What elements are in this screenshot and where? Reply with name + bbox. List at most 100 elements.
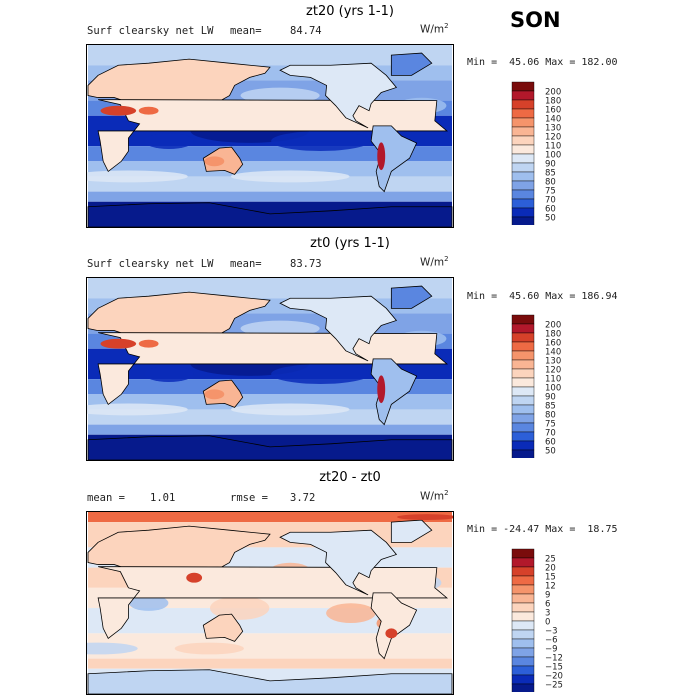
colorbar-swatch (511, 566, 535, 577)
colorbar-swatch (511, 81, 535, 92)
colorbar-tick-label: 160 (545, 339, 561, 349)
colorbar-tick-label: −12 (545, 654, 563, 664)
colorbar-tick-label: 120 (545, 366, 561, 376)
colorbar-tick-label: 6 (545, 600, 550, 610)
colorbar-swatch (511, 332, 535, 343)
colorbar-tick-label: 3 (545, 609, 550, 619)
colorbar-tick-label: 140 (545, 115, 561, 125)
colorbar-swatch (511, 647, 535, 658)
colorbar-swatch (511, 440, 535, 451)
panel-3-title-row: zt20 - zt0 (0, 470, 700, 485)
colorbar-swatch (511, 350, 535, 361)
colorbar-tick-label: 90 (545, 393, 556, 403)
colorbar-swatch (511, 153, 535, 164)
colorbar-swatch (511, 620, 535, 631)
panel-1-mean-label: mean= (230, 25, 262, 37)
colorbar-tick-label: 110 (545, 142, 561, 152)
colorbar-tick-label: 140 (545, 348, 561, 358)
colorbar-tick-label: −25 (545, 681, 563, 691)
colorbar-tick-label: 180 (545, 97, 561, 107)
colorbar-swatch (511, 368, 535, 379)
colorbar-swatch (511, 108, 535, 119)
colorbar-swatch (511, 386, 535, 397)
colorbar-tick-label: 50 (545, 447, 556, 457)
colorbar-swatch (511, 638, 535, 649)
panel-2-minmax: Min = 45.60 Max = 186.94 (467, 291, 618, 302)
colorbar-swatch (511, 413, 535, 424)
panel-2-title-row: zt0 (yrs 1-1) (0, 236, 700, 251)
colorbar-swatch (511, 207, 535, 218)
colorbar-tick-label: 200 (545, 321, 561, 331)
panel-1-title-row: zt20 (yrs 1-1) (0, 4, 700, 19)
colorbar-tick-label: 100 (545, 151, 561, 161)
panel-2-units: W/m2 (420, 255, 449, 269)
panel-2-mean-label: mean= (230, 258, 262, 270)
colorbar-tick-label: 60 (545, 438, 556, 448)
colorbar-swatch (511, 548, 535, 559)
colorbar-tick-label: 15 (545, 573, 556, 583)
panel-3-mean-value: 1.01 (150, 492, 176, 504)
colorbar-tick-label: 70 (545, 196, 556, 206)
colorbar-tick-label: 130 (545, 357, 561, 367)
colorbar-tick-label: 200 (545, 88, 561, 98)
colorbar-swatch (511, 593, 535, 604)
panel-1-variable-label: Surf clearsky net LW (87, 25, 214, 37)
panel-2-variable-label: Surf clearsky net LW (87, 258, 214, 270)
colorbar-tick-label: 130 (545, 124, 561, 134)
panel-3-title: zt20 - zt0 (319, 470, 381, 485)
colorbar-swatch (511, 314, 535, 325)
colorbar-swatch (511, 557, 535, 568)
colorbar-tick-label: 70 (545, 429, 556, 439)
colorbar-tick-label: 50 (545, 214, 556, 224)
colorbar-swatch (511, 404, 535, 415)
colorbar-swatch (511, 683, 535, 692)
colorbar-tick-label: 20 (545, 564, 556, 574)
colorbar-swatch (511, 584, 535, 595)
colorbar-swatch (511, 629, 535, 640)
panel-1-minmax: Min = 45.06 Max = 182.00 (467, 57, 618, 68)
colorbar-tick-label: −6 (545, 636, 558, 646)
colorbar-swatch (511, 162, 535, 173)
colorbar-swatch (511, 117, 535, 128)
colorbar-swatch (511, 611, 535, 622)
panel-3-rmse-label: rmse = (230, 492, 268, 504)
colorbar-swatch (511, 602, 535, 613)
panel-2-map (86, 277, 454, 461)
colorbar-tick-label: 80 (545, 411, 556, 421)
colorbar-swatch (511, 198, 535, 209)
colorbar-tick-label: 85 (545, 402, 556, 412)
colorbar-swatch (511, 575, 535, 586)
colorbar-swatch (511, 323, 535, 334)
colorbar-tick-label: −20 (545, 672, 563, 682)
colorbar-tick-label: 160 (545, 106, 561, 116)
colorbar-tick-label: 12 (545, 582, 556, 592)
colorbar-swatch (511, 99, 535, 110)
colorbar-tick-label: 90 (545, 160, 556, 170)
colorbar-swatch (511, 216, 535, 225)
colorbar-swatch (511, 395, 535, 406)
panel-2-mean-value: 83.73 (290, 258, 322, 270)
panel-3-rmse-value: 3.72 (290, 492, 316, 504)
colorbar-swatch (511, 665, 535, 676)
colorbar-swatch (511, 90, 535, 101)
panel-3-units: W/m2 (420, 489, 449, 503)
colorbar-tick-label: 60 (545, 205, 556, 215)
colorbar-tick-label: 120 (545, 133, 561, 143)
colorbar-tick-label: 0 (545, 618, 550, 628)
colorbar-swatch (511, 135, 535, 146)
season-label: SON (510, 8, 561, 32)
colorbar-swatch (511, 171, 535, 182)
panel-1-units: W/m2 (420, 22, 449, 36)
colorbar-tick-label: 110 (545, 375, 561, 385)
panel-3-mean-label: mean = (87, 492, 125, 504)
panel-3-minmax: Min = -24.47 Max = 18.75 (467, 524, 618, 535)
panel-3-map (86, 511, 454, 695)
colorbar-swatch (511, 422, 535, 433)
panel-1-mean-value: 84.74 (290, 25, 322, 37)
panel-2-title: zt0 (yrs 1-1) (310, 236, 390, 251)
colorbar-swatch (511, 189, 535, 200)
colorbar-swatch (511, 431, 535, 442)
colorbar-swatch (511, 377, 535, 388)
colorbar-swatch (511, 359, 535, 370)
